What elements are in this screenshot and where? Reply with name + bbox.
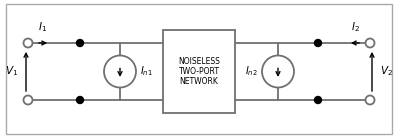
Text: $I_{n1}$: $I_{n1}$ <box>140 65 153 78</box>
Circle shape <box>314 39 322 47</box>
Circle shape <box>76 96 84 104</box>
Text: $I_2$: $I_2$ <box>351 20 359 34</box>
Text: $I_1$: $I_1$ <box>39 20 47 34</box>
Circle shape <box>104 55 136 87</box>
Circle shape <box>262 55 294 87</box>
Text: $V_2$: $V_2$ <box>380 65 393 78</box>
Circle shape <box>314 96 322 104</box>
Bar <box>163 30 235 113</box>
Text: $I_{n2}$: $I_{n2}$ <box>245 65 258 78</box>
Circle shape <box>76 39 84 47</box>
Text: NETWORK: NETWORK <box>179 76 219 86</box>
Text: NOISELESS: NOISELESS <box>178 58 220 67</box>
Circle shape <box>23 39 33 47</box>
Circle shape <box>365 39 375 47</box>
Circle shape <box>365 95 375 104</box>
Text: $V_1$: $V_1$ <box>5 65 18 78</box>
Text: TWO-PORT: TWO-PORT <box>178 67 220 76</box>
Circle shape <box>23 95 33 104</box>
